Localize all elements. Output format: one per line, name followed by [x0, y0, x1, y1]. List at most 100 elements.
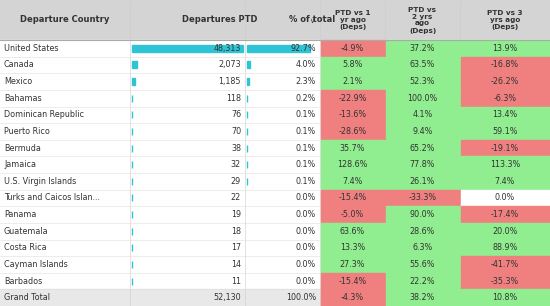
Bar — [460, 289, 549, 305]
Bar — [321, 206, 384, 222]
Text: -28.6%: -28.6% — [338, 127, 367, 136]
Text: -15.4%: -15.4% — [338, 277, 367, 285]
Bar — [0, 73, 550, 90]
Text: Barbados: Barbados — [4, 277, 42, 285]
Text: 6.3%: 6.3% — [412, 243, 433, 252]
Text: -15.4%: -15.4% — [338, 193, 367, 203]
Text: 70: 70 — [231, 127, 241, 136]
Text: 9.4%: 9.4% — [412, 127, 433, 136]
Text: 63.6%: 63.6% — [340, 227, 365, 236]
Text: -33.3%: -33.3% — [409, 193, 437, 203]
Bar — [132, 45, 243, 52]
Bar — [386, 206, 459, 222]
Bar — [321, 123, 384, 139]
Bar — [321, 240, 384, 256]
Text: 1,185: 1,185 — [218, 77, 241, 86]
Text: -4.9%: -4.9% — [341, 44, 364, 53]
Bar — [247, 45, 310, 52]
Bar — [386, 106, 459, 123]
Text: -22.9%: -22.9% — [338, 94, 367, 103]
Text: 2.3%: 2.3% — [296, 77, 316, 86]
Bar — [460, 273, 549, 289]
Bar — [321, 106, 384, 123]
Text: 37.2%: 37.2% — [410, 44, 435, 53]
Text: 0.0%: 0.0% — [296, 210, 316, 219]
Text: 17: 17 — [231, 243, 241, 252]
Bar — [386, 289, 459, 305]
Text: Mexico: Mexico — [4, 77, 32, 86]
Text: 0.1%: 0.1% — [296, 160, 316, 169]
Text: Bahamas: Bahamas — [4, 94, 42, 103]
Text: 19: 19 — [231, 210, 241, 219]
Text: 76: 76 — [231, 110, 241, 119]
Bar — [386, 256, 459, 272]
Text: 0.1%: 0.1% — [296, 144, 316, 153]
Text: 26.1%: 26.1% — [410, 177, 435, 186]
Text: 7.4%: 7.4% — [495, 177, 515, 186]
Text: 0.0%: 0.0% — [296, 243, 316, 252]
Bar — [460, 156, 549, 173]
Text: Costa Rica: Costa Rica — [4, 243, 47, 252]
Bar — [132, 62, 137, 69]
Bar — [0, 156, 550, 173]
Text: 52.3%: 52.3% — [410, 77, 435, 86]
Text: 13.3%: 13.3% — [340, 243, 365, 252]
Bar — [321, 73, 384, 89]
Bar — [460, 73, 549, 89]
Text: PTD vs
2 yrs
ago
(Deps): PTD vs 2 yrs ago (Deps) — [409, 6, 437, 33]
Text: 27.3%: 27.3% — [340, 260, 365, 269]
Bar — [386, 73, 459, 89]
Text: Canada: Canada — [4, 61, 35, 69]
Text: Guatemala: Guatemala — [4, 227, 48, 236]
Bar — [386, 123, 459, 139]
Bar — [321, 273, 384, 289]
Text: 2.1%: 2.1% — [342, 77, 362, 86]
Text: -35.3%: -35.3% — [491, 277, 519, 285]
Bar — [0, 123, 550, 140]
Text: -6.3%: -6.3% — [493, 94, 516, 103]
Text: Grand Total: Grand Total — [4, 293, 50, 302]
Text: 88.9%: 88.9% — [492, 243, 518, 252]
Text: 35.7%: 35.7% — [340, 144, 365, 153]
Bar — [321, 57, 384, 73]
Text: 55.6%: 55.6% — [410, 260, 435, 269]
Bar — [386, 57, 459, 73]
Bar — [132, 78, 135, 85]
Text: 13.9%: 13.9% — [492, 44, 518, 53]
Text: 13.4%: 13.4% — [492, 110, 518, 119]
Text: Puerto Rico: Puerto Rico — [4, 127, 50, 136]
Bar — [321, 156, 384, 173]
Bar — [460, 106, 549, 123]
Text: 100.0%: 100.0% — [408, 94, 438, 103]
Text: 10.8%: 10.8% — [492, 293, 518, 302]
Bar — [386, 240, 459, 256]
Text: 0.1%: 0.1% — [296, 177, 316, 186]
Bar — [386, 190, 459, 206]
Text: 2,073: 2,073 — [218, 61, 241, 69]
Text: 38: 38 — [231, 144, 241, 153]
Text: 22: 22 — [231, 193, 241, 203]
Text: 5.8%: 5.8% — [342, 61, 362, 69]
Text: 48,313: 48,313 — [213, 44, 241, 53]
Text: -19.1%: -19.1% — [491, 144, 519, 153]
Text: 65.2%: 65.2% — [410, 144, 435, 153]
Bar — [460, 90, 549, 106]
Bar — [0, 256, 550, 273]
Text: -41.7%: -41.7% — [491, 260, 519, 269]
Bar — [386, 273, 459, 289]
Text: ∨: ∨ — [310, 18, 315, 24]
Bar — [321, 289, 384, 305]
Text: 28.6%: 28.6% — [410, 227, 435, 236]
Text: 18: 18 — [231, 227, 241, 236]
Text: 100.0%: 100.0% — [286, 293, 316, 302]
Text: Cayman Islands: Cayman Islands — [4, 260, 68, 269]
Text: 0.0%: 0.0% — [296, 277, 316, 285]
Bar — [460, 173, 549, 189]
Text: -4.3%: -4.3% — [341, 293, 364, 302]
Bar — [460, 123, 549, 139]
Bar — [0, 240, 550, 256]
Bar — [0, 223, 550, 240]
Text: 63.5%: 63.5% — [410, 61, 435, 69]
Bar — [321, 223, 384, 239]
Text: % of total: % of total — [289, 16, 336, 24]
